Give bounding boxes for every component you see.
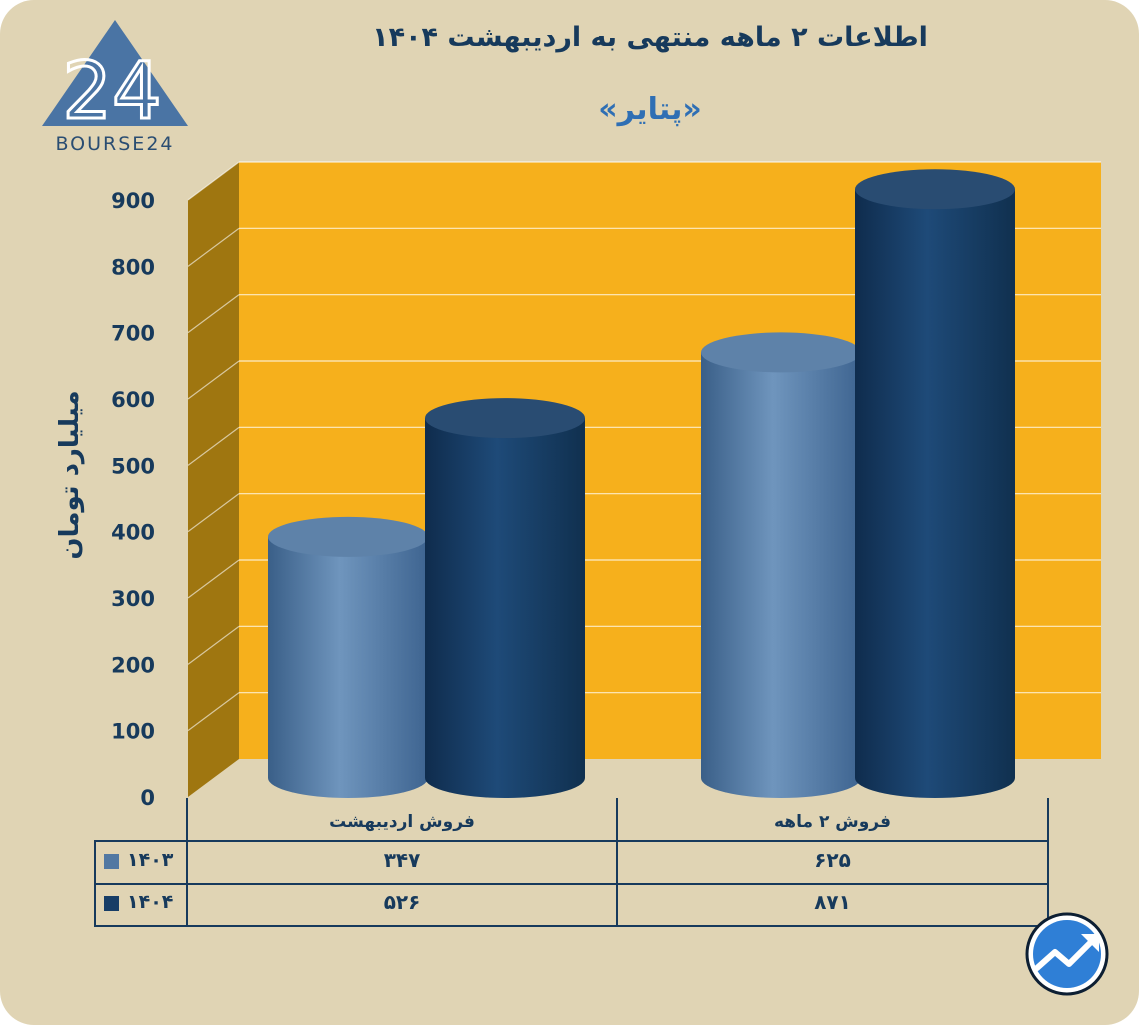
legend-swatch-1404: [104, 896, 119, 911]
table-divider-2: [616, 798, 618, 927]
bar-body: [268, 536, 428, 798]
bar-top: [855, 169, 1015, 210]
chart-subtitle: «پتایر»: [598, 92, 702, 127]
legend-swatch-1403: [104, 854, 119, 869]
gridline-side: [187, 625, 240, 665]
chart-title: اطلاعات ۲ ماهه منتهی به اردیبهشت ۱۴۰۴: [372, 22, 928, 53]
y-tick-label: 400: [111, 521, 155, 545]
value-1404-2month: ۸۷۱: [814, 890, 851, 914]
plot-side-wall: [188, 162, 239, 797]
gridline-side: [187, 493, 240, 533]
category-label-2month: فروش ۲ ماهه: [774, 812, 891, 832]
bar-top: [268, 516, 428, 557]
gridline-side: [187, 426, 240, 466]
y-tick-label: 300: [111, 587, 155, 611]
gridline-side: [187, 692, 240, 732]
legend-label-1404: ۱۴۰۴: [127, 891, 174, 913]
table-top-line: [95, 840, 1049, 842]
bar-body: [425, 418, 585, 798]
y-tick-label: 700: [111, 322, 155, 346]
bar-body: [855, 189, 1015, 798]
logo-text: BOURSE24: [55, 133, 175, 155]
y-tick-label: 600: [111, 388, 155, 412]
bar-body: [701, 352, 861, 798]
bar-top-sheen: [425, 398, 585, 439]
table-mid-line: [95, 883, 1049, 885]
table-divider-1: [186, 798, 188, 927]
table-right-line: [1047, 798, 1049, 927]
y-tick-label: 100: [111, 720, 155, 744]
bar-top: [701, 332, 861, 373]
bar-top-sheen: [701, 332, 861, 373]
value-1404-ordibehesht: ۵۲۶: [383, 890, 421, 914]
value-1403-2month: ۶۲۵: [814, 848, 851, 872]
y-tick-label: 200: [111, 653, 155, 677]
bar-0-1: [701, 332, 861, 798]
bar-1-0: [425, 398, 585, 798]
gridline-side: [187, 294, 240, 334]
y-tick-label: 500: [111, 454, 155, 478]
table-left-line: [94, 840, 96, 927]
gridline-side: [187, 161, 240, 201]
y-tick-label: 0: [140, 786, 155, 810]
bar-top-sheen: [855, 169, 1015, 210]
bar-top: [425, 398, 585, 439]
bar-top-sheen: [268, 516, 428, 557]
legend-label-1403: ۱۴۰۳: [127, 849, 174, 871]
gridline-side: [187, 360, 240, 400]
bourse24-logo: 24: [42, 20, 188, 139]
gridline-side: [187, 559, 240, 599]
table-bottom-line: [95, 925, 1049, 927]
value-1403-ordibehesht: ۳۴۷: [383, 848, 421, 872]
gridline-side: [187, 227, 240, 267]
trend-up-arrow-icon: [1025, 912, 1109, 996]
category-label-ordibehesht: فروش اردیبهشت: [329, 812, 475, 832]
bar-0-0: [268, 516, 428, 798]
bar-1-1: [855, 169, 1015, 798]
logo-mark: 24: [62, 47, 161, 137]
y-tick-label: 800: [111, 255, 155, 279]
y-tick-label: 900: [111, 189, 155, 213]
